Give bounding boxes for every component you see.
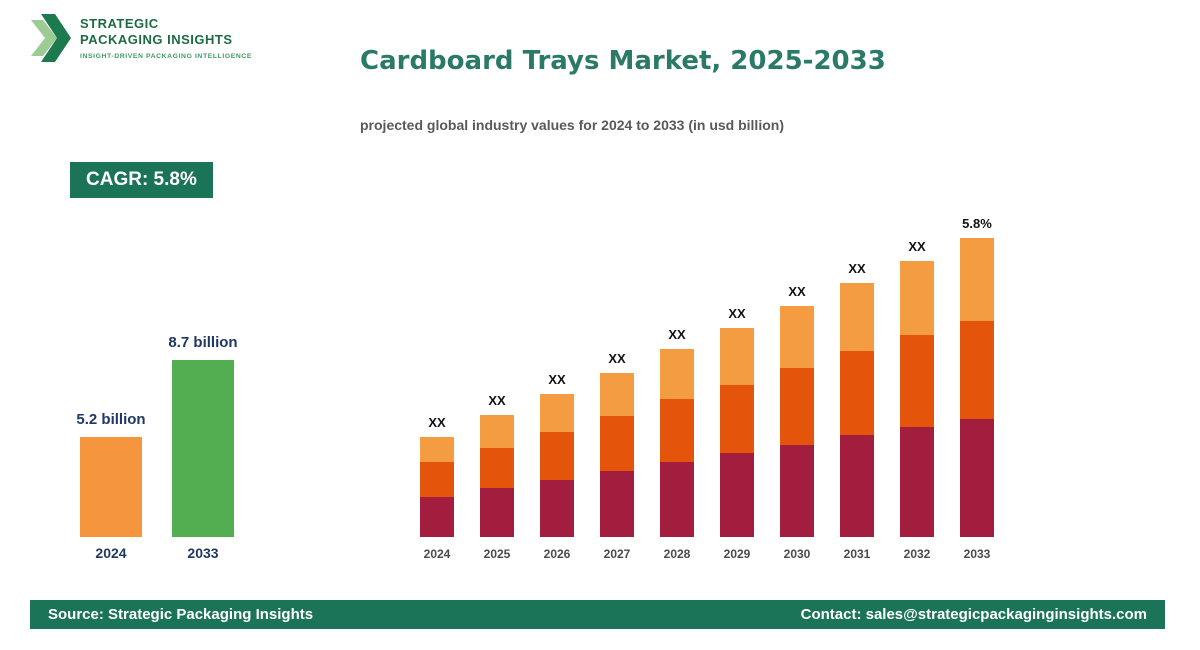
segment-top [540, 394, 574, 432]
segment-middle [780, 368, 814, 445]
segment-bottom [660, 462, 694, 537]
segment-middle [720, 385, 754, 453]
segment-middle [480, 448, 514, 488]
mini-bar [172, 360, 234, 537]
bar-year-label: 2033 [963, 547, 991, 561]
segment-middle [600, 416, 634, 471]
bar-value-label: XX [548, 372, 566, 387]
logo-line1: STRATEGIC [80, 15, 159, 31]
bar-group: XX 2030 [780, 284, 814, 561]
segment-middle [660, 399, 694, 462]
segment-top [900, 261, 934, 335]
bar-group: XX 2031 [840, 261, 874, 561]
bar-stack [540, 394, 574, 537]
mini-bar [80, 437, 142, 537]
segment-top [840, 283, 874, 351]
segment-middle [420, 462, 454, 497]
bar-group: XX 2026 [540, 372, 574, 561]
cagr-badge: CAGR: 5.8% [70, 162, 213, 198]
bar-stack [660, 349, 694, 537]
segment-top [960, 238, 994, 321]
bar-group: XX 2032 [900, 239, 934, 561]
segment-bottom [480, 488, 514, 537]
bar-value-label: 5.8% [962, 216, 992, 231]
bar-year-label: 2029 [723, 547, 751, 561]
segment-bottom [840, 435, 874, 537]
bar-stack [780, 306, 814, 537]
segment-top [780, 306, 814, 368]
bar-year-label: 2030 [783, 547, 811, 561]
bar-stack [900, 261, 934, 537]
bar-year-label: 2032 [903, 547, 931, 561]
bar-year-label: 2026 [543, 547, 571, 561]
segment-bottom [780, 445, 814, 537]
bar-stack [480, 415, 514, 537]
segment-middle [900, 335, 934, 427]
segment-middle [540, 432, 574, 480]
logo: STRATEGIC PACKAGING INSIGHTS INSIGHT-DRI… [30, 12, 252, 64]
segment-bottom [420, 497, 454, 537]
footer-source: Source: Strategic Packaging Insights [48, 606, 314, 623]
bar-group: XX 2027 [600, 351, 634, 561]
bar-group: 5.8% 2033 [960, 216, 994, 561]
logo-tagline: INSIGHT-DRIVEN PACKAGING INTELLIGENCE [80, 53, 252, 61]
bar-group: XX 2028 [660, 327, 694, 561]
bar-stack [960, 238, 994, 537]
bar-value-label: XX [788, 284, 806, 299]
bar-stack [720, 328, 754, 537]
bar-value-label: XX [668, 327, 686, 342]
segment-bottom [540, 480, 574, 537]
segment-bottom [960, 419, 994, 537]
main-chart: XX 2024 XX 2025 XX 2026 XX 2027 XX 2028 XX 2029 XX 20… [420, 216, 994, 561]
bar-group: XX 2025 [480, 393, 514, 561]
bar-value-label: XX [608, 351, 626, 366]
mini-bar-group: 8.7 billion 2033 [157, 334, 249, 561]
bar-stack [420, 437, 454, 537]
footer-contact: Contact: sales@strategicpackaginginsight… [800, 606, 1147, 623]
bar-value-label: XX [488, 393, 506, 408]
segment-top [600, 373, 634, 416]
bar-stack [600, 373, 634, 537]
segment-top [480, 415, 514, 448]
page-subtitle: projected global industry values for 202… [360, 117, 784, 133]
mini-chart: 5.2 billion 2024 8.7 billion 2033 [65, 334, 249, 561]
segment-middle [960, 321, 994, 419]
bar-value-label: XX [908, 239, 926, 254]
mini-bar-value-label: 5.2 billion [76, 411, 146, 428]
bar-year-label: 2031 [843, 547, 871, 561]
logo-text: STRATEGIC PACKAGING INSIGHTS INSIGHT-DRI… [80, 16, 252, 61]
footer-bar: Source: Strategic Packaging Insights Con… [30, 600, 1165, 629]
segment-bottom [720, 453, 754, 537]
logo-line2: PACKAGING INSIGHTS [80, 32, 233, 47]
segment-bottom [600, 471, 634, 537]
bar-value-label: XX [848, 261, 866, 276]
bar-group: XX 2024 [420, 415, 454, 561]
bar-value-label: XX [728, 306, 746, 321]
bar-year-label: 2028 [663, 547, 691, 561]
segment-top [420, 437, 454, 462]
segment-top [720, 328, 754, 385]
bar-group: XX 2029 [720, 306, 754, 561]
mini-bar-year-label: 2033 [187, 545, 219, 561]
bar-year-label: 2027 [603, 547, 631, 561]
mini-bar-group: 5.2 billion 2024 [65, 411, 157, 561]
bar-year-label: 2025 [483, 547, 511, 561]
segment-top [660, 349, 694, 399]
page-title: Cardboard Trays Market, 2025-2033 [360, 46, 886, 76]
mini-bar-value-label: 8.7 billion [168, 334, 238, 351]
bar-year-label: 2024 [423, 547, 451, 561]
bar-value-label: XX [428, 415, 446, 430]
segment-bottom [900, 427, 934, 537]
segment-middle [840, 351, 874, 435]
bar-stack [840, 283, 874, 537]
logo-chevron-icon [31, 14, 71, 62]
mini-bar-year-label: 2024 [95, 545, 127, 561]
